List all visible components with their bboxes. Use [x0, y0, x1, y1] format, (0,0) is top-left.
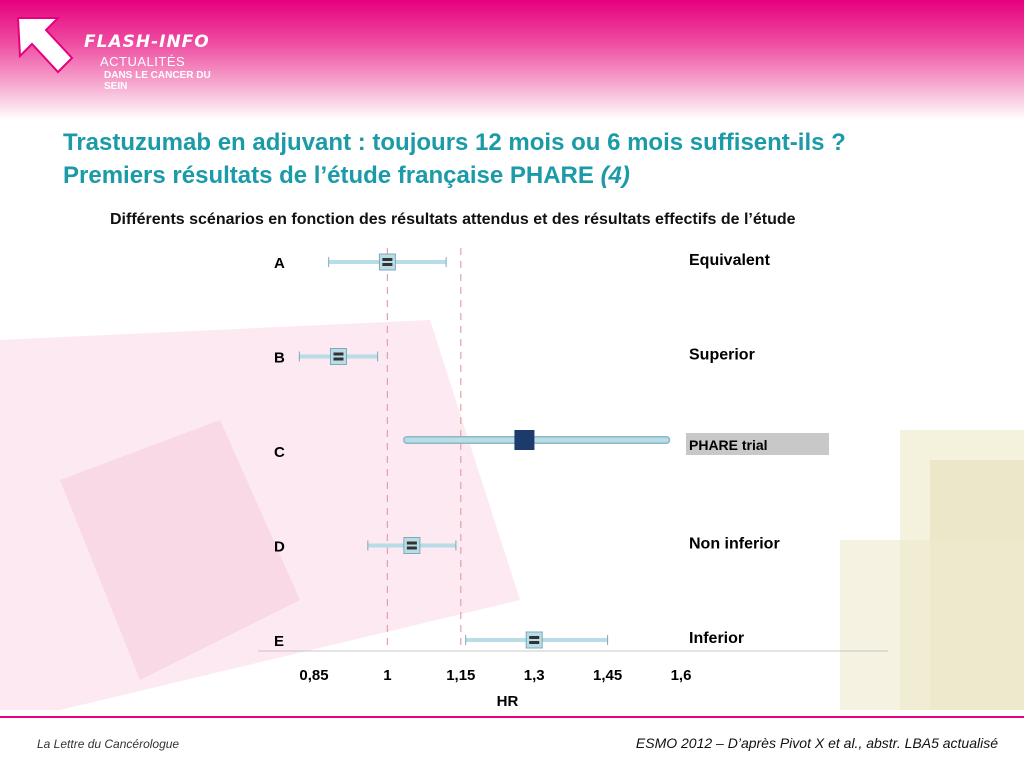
hr-marker-glyph-bottom: [406, 546, 417, 550]
x-tick-label: 1,15: [446, 667, 475, 684]
title-line-2-text: Premiers résultats de l’étude française …: [63, 162, 594, 189]
background-decoration: [0, 320, 1024, 710]
hr-marker-glyph-top: [382, 258, 393, 261]
arrow-logo-icon: [16, 17, 74, 74]
hr-marker-glyph-bottom: [333, 357, 344, 361]
scenario-label-d: Non inferior: [689, 536, 780, 553]
hr-marker-glyph-bottom: [529, 641, 540, 644]
x-tick-label: 1,6: [671, 667, 692, 684]
logo-title: FLASH-INFO: [84, 32, 210, 52]
scenario-label-e: Inferior: [689, 630, 744, 647]
footer-divider: [0, 716, 1024, 718]
x-tick-label: 1,3: [524, 667, 545, 684]
footer-publisher: La Lettre du Cancérologue: [37, 737, 180, 751]
logo-subtitle: ACTUALITÉS: [100, 54, 186, 69]
header-band: [0, 0, 1024, 120]
title-line-2: Premiers résultats de l’étude française …: [63, 159, 1013, 192]
hr-marker-e: [525, 631, 543, 649]
x-axis-label: HR: [497, 693, 519, 710]
flash-info-logo: FLASH-INFO ACTUALITÉS DANS LE CANCER DU …: [14, 14, 234, 92]
row-label-b: B: [274, 350, 285, 367]
hr-marker-a: [378, 253, 396, 271]
hr-marker-glyph-top: [529, 636, 540, 639]
row-label-a: A: [274, 255, 285, 272]
hr-marker-d: [403, 537, 421, 554]
chart-title: Différents scénarios en fonction des rés…: [110, 211, 796, 228]
title-line-1: Trastuzumab en adjuvant : toujours 12 mo…: [63, 129, 846, 156]
x-tick-label: 0,85: [299, 667, 328, 684]
row-label-d: D: [274, 539, 285, 556]
logo-tagline: DANS LE CANCER DU SEIN: [104, 70, 211, 92]
phare-label-background: [686, 433, 829, 455]
hr-marker-phare: [514, 430, 535, 450]
hr-marker-b: [329, 348, 347, 365]
x-tick-label: 1: [383, 667, 391, 684]
row-label-c: C: [274, 444, 285, 461]
scenario-label-phare: PHARE trial: [689, 437, 768, 453]
scenario-label-a: Equivalent: [689, 252, 771, 269]
x-tick-label: 1,45: [593, 667, 622, 684]
footer-source: ESMO 2012 – D’après Pivot X et al., abst…: [635, 735, 998, 751]
row-label-e: E: [274, 633, 284, 650]
scenario-label-b: Superior: [689, 347, 755, 364]
page-title: Trastuzumab en adjuvant : toujours 12 mo…: [63, 126, 1013, 192]
hr-marker-glyph-bottom: [382, 263, 393, 266]
hr-marker-glyph-top: [333, 352, 344, 356]
title-reference-note: (4): [600, 162, 630, 189]
hr-marker-glyph-top: [406, 541, 417, 545]
